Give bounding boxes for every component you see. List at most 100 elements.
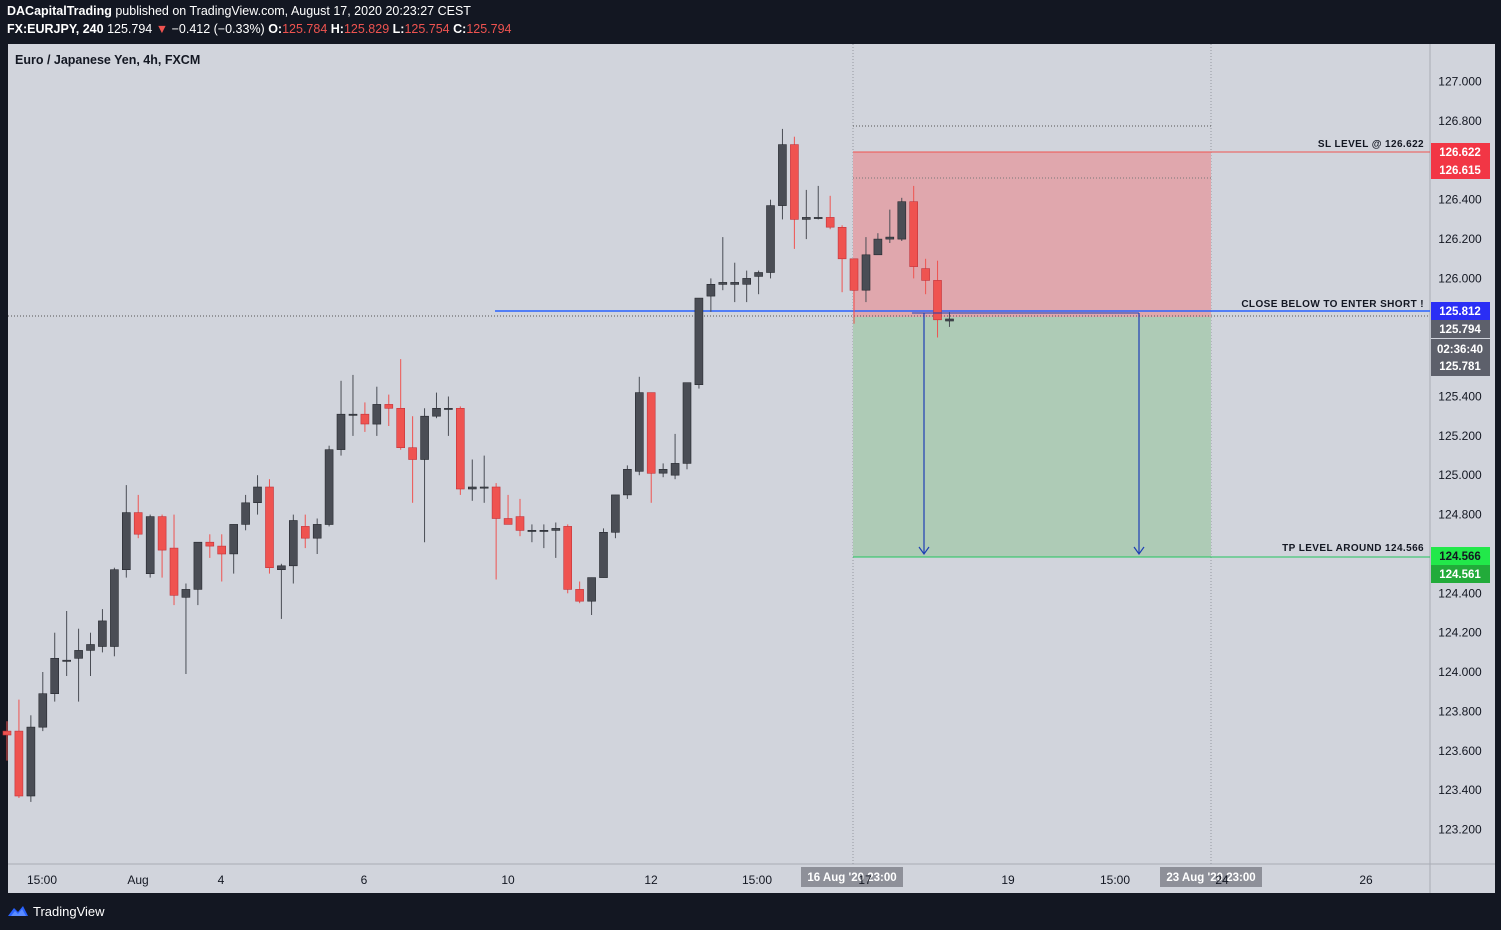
candle-body: [837, 227, 847, 260]
candle-body: [503, 518, 513, 525]
price-tick-label: 126.400: [1438, 193, 1482, 207]
close-value: 125.794: [466, 22, 512, 36]
high-value: 125.829: [343, 22, 390, 36]
entry-annotation[interactable]: CLOSE BELOW TO ENTER SHORT !: [1241, 299, 1424, 310]
short-position-stop-zone[interactable]: [853, 152, 1211, 317]
candle-body: [408, 447, 417, 460]
candle-body: [145, 516, 155, 574]
publisher-name[interactable]: DACapitalTrading: [7, 4, 112, 18]
candle-body: [694, 297, 704, 386]
candle-body: [181, 589, 191, 598]
candle-body: [384, 404, 394, 409]
candle-body: [849, 258, 859, 291]
candle-body: [467, 486, 477, 490]
time-tick: 15:00: [27, 873, 57, 887]
price-badge-sl-bottom: 126.615: [1431, 161, 1490, 179]
candle-body: [157, 516, 167, 551]
candle-body: [324, 449, 334, 525]
price-tick-label: 123.800: [1438, 704, 1482, 718]
price-badge-sl-bottom-text: 126.615: [1439, 165, 1481, 177]
time-tick-overlap: 24: [1215, 873, 1229, 887]
candle-body: [169, 547, 179, 596]
candle-body: [825, 217, 835, 228]
candle-body: [193, 541, 203, 590]
candle-body: [122, 512, 131, 570]
candle-body: [563, 526, 573, 590]
candle-body: [658, 468, 668, 474]
sl-annotation[interactable]: SL LEVEL @ 126.622: [1318, 139, 1424, 150]
candle-body: [885, 236, 895, 240]
change-text: −0.412 (−0.33%): [171, 22, 265, 36]
tradingview-brand[interactable]: TradingView: [33, 904, 105, 919]
price-badge-last: 125.794: [1431, 320, 1490, 338]
price-tick-label: 126.800: [1438, 114, 1482, 128]
candle-body: [110, 569, 119, 647]
candle-body: [300, 526, 310, 539]
symbol-text: FX:EURJPY, 240: [7, 22, 104, 36]
short-position-target-zone[interactable]: [853, 317, 1211, 557]
candle-body: [611, 494, 620, 533]
open-label: O:: [268, 22, 283, 36]
candle-body: [420, 415, 429, 460]
candle-body: [539, 529, 549, 532]
price-badge-tp-bottom-text: 124.561: [1439, 569, 1481, 581]
time-range-badge-start-text: 16 Aug '20 23:00: [807, 872, 896, 884]
candle-body: [623, 468, 632, 496]
candle-body: [432, 407, 441, 417]
time-range-badge-end-text: 23 Aug '20 23:00: [1166, 872, 1255, 884]
candle-body: [551, 528, 561, 531]
candle-body: [38, 693, 48, 728]
target-arrow-2-head-icon: [1133, 546, 1145, 556]
candle-body: [50, 657, 60, 694]
price-badge-countdown: 02:36:40 125.781: [1431, 339, 1490, 376]
price-tick-label: 124.800: [1438, 508, 1482, 522]
candle-body: [801, 217, 811, 220]
candle-body: [778, 144, 787, 206]
low-label: L:: [392, 22, 405, 36]
time-tick: 15:00: [1100, 873, 1130, 887]
time-tick: 12: [644, 873, 658, 887]
candle-body: [527, 529, 537, 532]
candle-body: [348, 413, 358, 416]
price-tick-label: 123.600: [1438, 744, 1482, 758]
footer-bar: TradingView: [0, 893, 1501, 930]
price-badge-last-text: 125.794: [1439, 324, 1481, 336]
price-tick-label: 125.000: [1438, 468, 1482, 482]
candle-body: [706, 283, 716, 297]
candle-body: [74, 650, 83, 659]
candle-body: [670, 463, 680, 476]
candle-body: [455, 407, 465, 490]
candle-body: [444, 407, 453, 410]
candle-body: [98, 620, 107, 647]
candle-body: [790, 144, 799, 220]
price-tick-label: 124.200: [1438, 626, 1482, 640]
price-tick-label: 123.400: [1438, 783, 1482, 797]
candle-body: [766, 205, 775, 273]
published-text: published on TradingView.com, August 17,…: [115, 4, 471, 18]
time-tick: Aug: [127, 873, 148, 887]
price-axis-ticks: 127.000 126.800 126.400 126.200 126.000 125.4…: [1438, 75, 1482, 837]
time-tick: 6: [361, 873, 368, 887]
price-axis-background[interactable]: [1430, 44, 1495, 864]
tp-annotation[interactable]: TP LEVEL AROUND 124.566: [1282, 543, 1424, 554]
price-tick-label: 125.200: [1438, 429, 1482, 443]
candle-body: [479, 486, 489, 489]
candle-body: [575, 589, 584, 602]
open-value: 125.784: [282, 22, 328, 36]
price-badge-entry-text: 125.812: [1439, 306, 1481, 318]
time-axis-ticks: 15:00 Aug 4 6 10 12 15:00 19 15:00 26: [27, 873, 1373, 887]
candle-body: [312, 524, 322, 539]
tradingview-logo-icon[interactable]: [7, 904, 29, 918]
candle-body: [253, 486, 262, 503]
candle-body: [861, 254, 871, 291]
price-badge-tp-bottom: 124.561: [1431, 565, 1490, 583]
time-tick: 15:00: [742, 873, 772, 887]
header-line-2: FX:EURJPY, 240 125.794 ▼ −0.412 (−0.33%)…: [7, 22, 512, 36]
candle-body: [897, 201, 907, 240]
symbol-legend[interactable]: Euro / Japanese Yen, 4h, FXCM: [15, 53, 201, 67]
candle-body: [360, 413, 370, 425]
price-tick-label: 124.000: [1438, 665, 1482, 679]
price-badge-entry: 125.812: [1431, 302, 1490, 320]
time-tick: 4: [218, 873, 225, 887]
